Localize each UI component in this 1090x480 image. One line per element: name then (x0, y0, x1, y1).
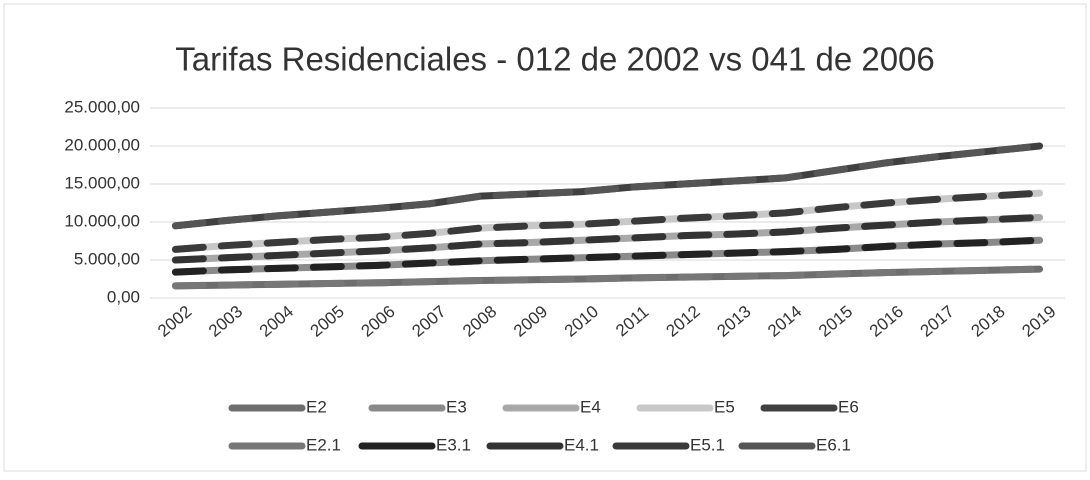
series-line (171, 265, 1044, 290)
chart-title: Tarifas Residenciales - 012 de 2002 vs 0… (175, 41, 935, 78)
legend-label: E6.1 (816, 435, 851, 454)
series-line (171, 213, 1044, 264)
chart-frame (3, 3, 1087, 472)
legend-label: E5.1 (690, 435, 725, 454)
legend-label: E4 (580, 397, 601, 416)
legend-label: E5 (714, 397, 735, 416)
y-tick-label: 5.000,00 (74, 249, 140, 268)
legend-label: E6 (838, 397, 859, 416)
series-line (171, 236, 1044, 276)
y-tick-label: 0,00 (107, 287, 140, 306)
series-line (171, 189, 1044, 253)
legend-label: E2.1 (306, 435, 341, 454)
legend-label: E4.1 (564, 435, 599, 454)
y-tick-label: 20.000,00 (64, 135, 140, 154)
y-tick-label: 25.000,00 (64, 97, 140, 116)
y-tick-label: 15.000,00 (64, 173, 140, 192)
y-tick-label: 10.000,00 (64, 211, 140, 230)
legend-label: E2 (306, 397, 327, 416)
series-line (171, 142, 1044, 230)
legend-label: E3 (446, 397, 467, 416)
legend-label: E3.1 (436, 435, 471, 454)
